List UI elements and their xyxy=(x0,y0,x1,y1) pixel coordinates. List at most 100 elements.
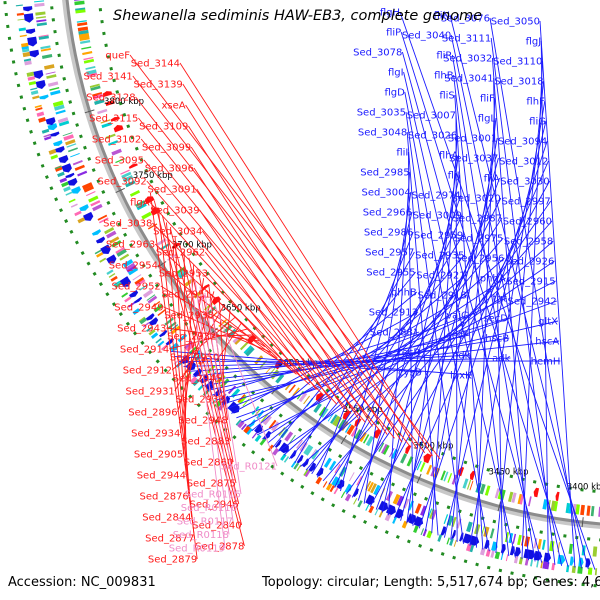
label-leader-line xyxy=(495,80,545,553)
gene-label: Sed_3094 xyxy=(498,137,547,148)
feature-band-segment xyxy=(292,387,300,397)
scale-tick-label: 3400 kbp xyxy=(567,482,600,492)
forward-gene-arrow xyxy=(308,462,316,472)
label-leader-line xyxy=(278,260,555,452)
feature-band-segment xyxy=(323,457,332,468)
feature-band-segment xyxy=(28,80,37,86)
forward-gene-arrow xyxy=(543,552,552,563)
feature-band-segment xyxy=(114,282,122,289)
feature-band-segment xyxy=(483,526,490,538)
feature-band-segment xyxy=(125,180,136,188)
feature-band-segment xyxy=(104,227,115,235)
feature-band-segment xyxy=(142,289,154,299)
label-leader-line xyxy=(149,201,338,405)
feature-band-segment xyxy=(77,26,89,32)
label-leader-line xyxy=(152,222,324,396)
feature-band-segment xyxy=(167,253,177,261)
scale-tick-label: 3800 kbp xyxy=(104,97,144,107)
feature-band-segment xyxy=(365,435,374,447)
label-leader-line xyxy=(404,91,490,552)
feature-band-segment xyxy=(513,555,519,564)
forward-gene-arrow xyxy=(95,236,106,244)
feature-band-segment xyxy=(346,424,355,436)
feature-band-segment xyxy=(332,415,340,426)
feature-band-segment xyxy=(139,317,147,325)
feature-band-segment xyxy=(235,419,242,426)
feature-band-segment xyxy=(129,189,141,197)
feature-band-segment xyxy=(48,148,57,155)
feature-band-segment xyxy=(189,376,198,384)
label-leader-line xyxy=(539,20,576,568)
feature-band-segment xyxy=(90,200,101,207)
forward-gene-arrow xyxy=(67,177,78,186)
feature-band-segment xyxy=(231,388,241,398)
gene-label: Sed_2943 xyxy=(117,324,166,335)
feature-band-segment xyxy=(490,550,495,558)
gene-label: Sed_2912 xyxy=(123,366,172,377)
feature-band-segment xyxy=(254,434,262,443)
feature-band-segment xyxy=(328,460,337,471)
gene-label: Sed_2951 xyxy=(162,290,211,301)
gene-label: Sed_3111 xyxy=(442,34,491,45)
forward-gene-arrow xyxy=(344,483,352,494)
feature-band-segment xyxy=(122,259,134,268)
feature-band-segment xyxy=(59,177,68,183)
feature-band-segment xyxy=(494,551,501,560)
gene-label: fliR xyxy=(436,51,452,62)
reverse-gene-arrow xyxy=(342,410,351,420)
gene-label: Sed_3144 xyxy=(131,59,180,70)
feature-band-segment xyxy=(333,487,339,495)
label-leader-line xyxy=(267,274,466,444)
reverse-gene-arrow xyxy=(102,91,113,97)
feature-band-segment xyxy=(303,469,309,476)
gene-label: Sed_3038 xyxy=(103,219,152,230)
feature-band-segment xyxy=(82,182,93,190)
forward-gene-arrow xyxy=(120,278,132,287)
feature-band-segment xyxy=(78,29,89,35)
gene-label: Sed_2840 xyxy=(192,521,241,532)
feature-band-segment xyxy=(68,147,78,153)
gene-label: Sed_2931 xyxy=(126,387,175,398)
feature-band-segment xyxy=(484,485,491,496)
gene-label: Sed_3139 xyxy=(134,80,183,91)
gene-label: Sed_2877 xyxy=(145,534,194,545)
feature-band-segment xyxy=(32,95,40,100)
feature-band-segment xyxy=(330,414,338,424)
feature-band-segment xyxy=(524,558,529,566)
gene-label: hscA xyxy=(535,337,559,348)
gene-label: xseA xyxy=(161,101,185,112)
gene-label: flgD xyxy=(384,88,405,99)
gene-label: Sed_2881 xyxy=(370,328,419,339)
gene-label: flgL xyxy=(478,114,497,125)
label-leader-line xyxy=(169,328,248,350)
feature-band-segment xyxy=(88,195,99,203)
reverse-gene-arrow xyxy=(373,429,382,439)
feature-band-segment xyxy=(105,133,116,139)
forward-gene-arrow xyxy=(133,296,143,304)
feature-band-segment xyxy=(96,251,104,258)
feature-band-segment xyxy=(139,283,149,291)
feature-band-segment xyxy=(121,171,132,179)
gene-label: Sed_3035 xyxy=(357,108,406,119)
feature-band-segment xyxy=(356,476,363,486)
feature-band-segment xyxy=(97,214,108,221)
feature-band-segment xyxy=(79,36,90,42)
backbone-shadow xyxy=(62,0,600,529)
gene-label: fliP xyxy=(386,28,401,39)
label-leader-line xyxy=(153,200,245,547)
feature-band-segment xyxy=(426,530,433,539)
label-leader-line xyxy=(469,100,546,546)
feature-band-segment xyxy=(77,217,86,224)
scale-tick-label: 3450 kbp xyxy=(489,468,529,478)
label-leader-line xyxy=(394,160,549,519)
gene-label: hscB xyxy=(485,334,509,345)
label-leader-line xyxy=(146,180,352,414)
gene-label: Sed_2883 xyxy=(181,437,230,448)
forward-gene-arrow xyxy=(71,186,81,194)
feature-band-segment xyxy=(440,470,446,481)
feature-band-segment xyxy=(400,453,408,464)
gene-label: fliI xyxy=(396,148,408,159)
gene-label: flhA xyxy=(439,151,459,162)
gene-label: flgH xyxy=(380,8,400,19)
feature-band-segment xyxy=(98,217,109,224)
